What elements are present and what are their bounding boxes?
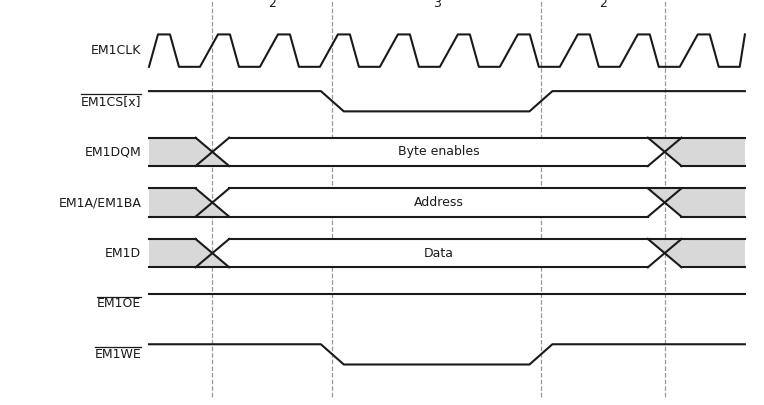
Text: Byte enables: Byte enables xyxy=(398,145,479,158)
Polygon shape xyxy=(648,239,745,267)
Text: Data: Data xyxy=(423,247,454,260)
Polygon shape xyxy=(648,138,745,166)
Text: EM1CLK: EM1CLK xyxy=(91,44,141,57)
Text: 2: 2 xyxy=(599,0,607,11)
Text: EM1D: EM1D xyxy=(105,247,141,260)
Polygon shape xyxy=(149,239,229,267)
Text: EM1A/EM1BA: EM1A/EM1BA xyxy=(59,196,141,209)
Bar xyxy=(229,188,648,217)
Polygon shape xyxy=(149,188,229,217)
Polygon shape xyxy=(648,188,745,217)
Polygon shape xyxy=(149,138,229,166)
Bar xyxy=(229,239,648,267)
Text: 2: 2 xyxy=(268,0,277,11)
Bar xyxy=(229,138,648,166)
Text: Address: Address xyxy=(413,196,464,209)
Text: EM1WE: EM1WE xyxy=(95,348,141,361)
Text: EM1CS[x]: EM1CS[x] xyxy=(81,95,141,108)
Text: 3: 3 xyxy=(432,0,441,11)
Text: EM1OE: EM1OE xyxy=(97,297,141,310)
Text: EM1DQM: EM1DQM xyxy=(85,145,141,158)
